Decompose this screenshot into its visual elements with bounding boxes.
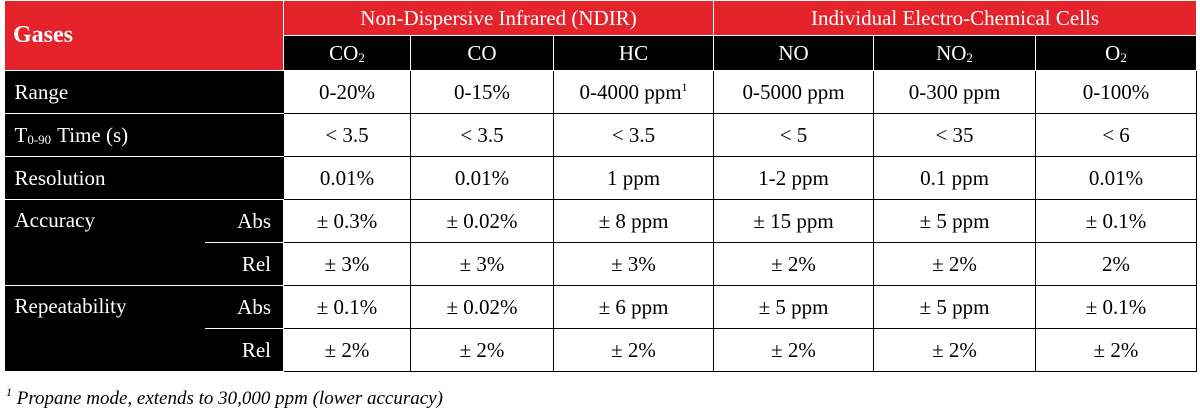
footnote-marker: 1 — [6, 385, 12, 399]
data-cell: < 3.5 — [410, 113, 554, 157]
data-cell: ± 0.1% — [1034, 199, 1198, 243]
data-cell: 0-5000 ppm — [713, 70, 874, 114]
data-row: Rel ± 2% ± 2% ± 2% ± 2% ± 2% ± 2% — [5, 328, 1198, 372]
data-cell: < 35 — [873, 113, 1036, 157]
data-cell: ± 5 ppm — [713, 285, 874, 329]
data-cell: ± 2% — [713, 242, 874, 286]
superscript: 1 — [681, 79, 688, 94]
footnote: 1 Propane mode, extends to 30,000 ppm (l… — [6, 385, 443, 410]
data-cell: 0-100% — [1034, 70, 1198, 114]
data-cell: ± 3% — [410, 242, 554, 286]
data-cell: ± 2% — [1034, 328, 1198, 372]
data-cell: < 5 — [713, 113, 874, 157]
data-cell: ± 5 ppm — [873, 285, 1036, 329]
column-header: CO — [410, 35, 554, 71]
cell-text: NO — [936, 40, 967, 65]
row-label: Resolution — [4, 156, 284, 200]
data-row: Range 0-20% 0-15% 0-4000 ppm1 0-5000 ppm 0-30… — [4, 70, 1198, 114]
row-label: T0-90 Time (s) — [4, 113, 284, 157]
row-label: Range — [4, 70, 284, 114]
cell-text: 0-4000 ppm — [579, 79, 682, 104]
data-cell: 0.01% — [410, 156, 554, 200]
header-row: CO2 CO HC NO NO2 O2 — [5, 35, 1198, 71]
subscript: 2 — [966, 49, 973, 65]
data-cell: ± 15 ppm — [713, 199, 874, 243]
data-cell: ± 2% — [410, 328, 554, 372]
data-cell: 1-2 ppm — [713, 156, 874, 200]
data-cell: ± 8 ppm — [553, 199, 714, 243]
data-cell: 0.01% — [283, 156, 411, 200]
data-cell: ± 3% — [553, 242, 714, 286]
data-row: Resolution 0.01% 0.01% 1 ppm 1-2 ppm 0.1 ppm 0… — [4, 156, 1198, 200]
row-label: Repeatability — [4, 285, 205, 372]
data-cell: < 3.5 — [283, 113, 411, 157]
data-cell: 0.1 ppm — [873, 156, 1036, 200]
row-sublabel: Abs — [204, 285, 284, 329]
cell-text: CO — [329, 40, 359, 65]
data-cell: ± 2% — [713, 328, 874, 372]
data-cell: ± 2% — [873, 242, 1036, 286]
column-header: CO2 — [283, 35, 411, 71]
data-cell: ± 5 ppm — [873, 199, 1036, 243]
data-cell: ± 0.02% — [410, 285, 554, 329]
group-header: Non-Dispersive Infrared (NDIR) — [283, 0, 714, 36]
data-cell: ± 3% — [283, 242, 411, 286]
header-title: Gases — [4, 0, 284, 71]
subscript: 0-90 — [27, 131, 52, 147]
header-row: Gases Non-Dispersive Infrared (NDIR) Indiv… — [4, 0, 1198, 71]
data-cell: 0-4000 ppm1 — [553, 70, 714, 114]
subscript: 2 — [1120, 49, 1127, 65]
row-sublabel: Rel — [204, 242, 284, 286]
data-cell: ± 0.1% — [1034, 285, 1198, 329]
cell-text-rest: Time (s) — [57, 122, 129, 147]
group-header: Individual Electro-Chemical Cells — [712, 0, 1198, 36]
column-header: NO2 — [873, 35, 1036, 71]
data-cell: ± 2% — [553, 328, 714, 372]
data-cell: 0-20% — [283, 70, 411, 114]
data-cell: ± 0.3% — [283, 199, 411, 243]
data-cell: ± 2% — [283, 328, 411, 372]
data-cell: 0.01% — [1034, 156, 1198, 200]
data-row: Rel ± 3% ± 3% ± 3% ± 2% ± 2% 2% — [5, 242, 1198, 286]
subscript: 2 — [358, 49, 365, 65]
data-cell: ± 6 ppm — [553, 285, 714, 329]
data-cell: 0-15% — [410, 70, 554, 114]
data-row: T0-90 Time (s) < 3.5 < 3.5 < 3.5 < 5 < 35 < 6 — [4, 113, 1198, 157]
data-cell: < 3.5 — [553, 113, 714, 157]
column-header: O2 — [1034, 35, 1198, 71]
data-row: Accuracy Abs ± 0.3% ± 0.02% ± 8 ppm ± 15 ppm ±… — [4, 199, 1198, 286]
footnote-text: Propane mode, extends to 30,000 ppm (low… — [16, 388, 443, 409]
row-label: Accuracy — [4, 199, 205, 286]
data-cell: ± 0.02% — [410, 199, 554, 243]
row-sublabel: Rel — [204, 328, 284, 372]
column-header: HC — [553, 35, 714, 71]
data-row: Repeatability Abs ± 0.1% ± 0.02% ± 6 ppm ± 5 … — [4, 285, 1198, 372]
column-header: NO — [713, 35, 874, 71]
cell-text: O — [1105, 40, 1121, 65]
data-cell: < 6 — [1034, 113, 1198, 157]
data-cell: 0-300 ppm — [873, 70, 1036, 114]
data-cell: 2% — [1034, 242, 1198, 286]
cell-text: T — [14, 122, 28, 147]
data-cell: ± 0.1% — [283, 285, 411, 329]
data-cell: 1 ppm — [553, 156, 714, 200]
data-cell: ± 2% — [873, 328, 1036, 372]
row-sublabel: Abs — [204, 199, 284, 243]
spec-table: Gases Non-Dispersive Infrared (NDIR) Indiv… — [4, 0, 1198, 372]
